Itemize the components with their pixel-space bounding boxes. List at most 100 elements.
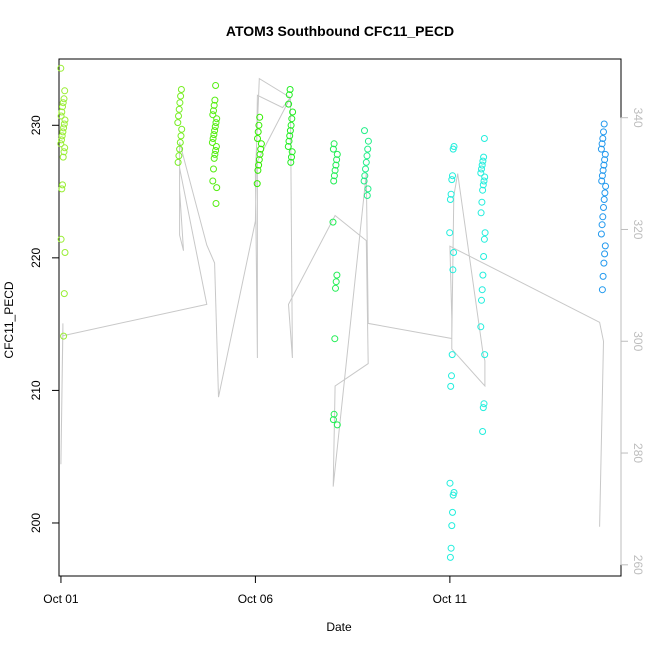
data-point <box>60 290 68 298</box>
data-point <box>447 190 455 198</box>
data-point <box>329 218 337 226</box>
data-point <box>209 135 217 142</box>
data-point <box>447 544 455 552</box>
data-point <box>59 128 67 136</box>
data-point <box>361 172 369 180</box>
data-point <box>288 115 296 123</box>
x-axis-label: Date <box>326 620 352 634</box>
data-point <box>449 491 457 499</box>
data-point <box>257 145 265 153</box>
data-point <box>212 143 220 150</box>
data-point <box>447 382 455 390</box>
data-point <box>212 147 220 154</box>
data-point <box>330 410 338 418</box>
data-point <box>287 121 295 129</box>
data-point <box>597 230 605 238</box>
data-point <box>599 213 607 221</box>
data-point <box>361 127 368 135</box>
data-point <box>362 165 369 173</box>
data-point <box>288 153 295 161</box>
data-point <box>480 177 488 185</box>
x-tick-label: Oct 01 <box>43 592 79 606</box>
data-point <box>599 272 607 280</box>
y2-tick-label: 260 <box>631 555 645 575</box>
data-point <box>210 131 218 139</box>
data-point <box>362 158 370 166</box>
y-tick-label: 210 <box>29 380 43 400</box>
data-point <box>208 139 216 146</box>
data-point <box>176 145 184 153</box>
data-point <box>332 161 340 169</box>
data-point <box>478 198 486 206</box>
data-point <box>287 158 295 166</box>
data-point <box>254 166 262 174</box>
data-point <box>60 120 68 128</box>
data-point <box>175 112 182 120</box>
data-point <box>333 156 341 164</box>
data-point <box>600 120 608 128</box>
data-point <box>255 156 263 164</box>
data-point <box>211 150 219 158</box>
data-point <box>477 323 485 331</box>
data-point <box>450 249 458 256</box>
data-point <box>449 145 457 153</box>
data-point <box>60 95 68 103</box>
data-point <box>600 259 608 267</box>
data-point <box>477 209 485 217</box>
data-point <box>480 253 488 260</box>
data-point <box>479 404 487 412</box>
data-point <box>257 140 265 148</box>
data-point <box>211 123 219 131</box>
data-point <box>599 135 607 142</box>
y2-tick-label: 280 <box>631 443 645 463</box>
data-point <box>601 156 609 164</box>
data-point <box>598 221 606 229</box>
y-axis-label: CFC11_PECD <box>2 281 16 358</box>
data-point <box>449 266 457 274</box>
data-point <box>478 286 486 294</box>
data-point <box>601 250 609 258</box>
data-point <box>59 181 66 189</box>
data-point <box>60 124 68 132</box>
y-axis: 200 210 220 230 <box>29 115 59 533</box>
y2-tick-label: 340 <box>631 108 645 128</box>
data-point <box>213 115 221 123</box>
x-tick-label: Oct 06 <box>238 592 274 606</box>
y-tick-label: 230 <box>29 115 43 135</box>
y-tick-label: 220 <box>29 248 43 268</box>
data-point <box>478 161 486 169</box>
data-point <box>256 150 264 158</box>
data-point <box>211 127 219 135</box>
data-point <box>446 229 454 237</box>
data-point <box>599 166 607 174</box>
plot-frame <box>58 58 622 577</box>
y-tick-label: 200 <box>29 513 43 533</box>
data-point <box>57 112 65 120</box>
data-point <box>600 161 608 169</box>
data-point <box>174 119 182 127</box>
data-point <box>177 132 185 140</box>
data-point <box>61 144 69 152</box>
data-point <box>602 182 610 190</box>
chart-title: ATOM3 Southbound CFC11_PECD <box>226 23 454 39</box>
data-point <box>480 400 488 408</box>
data-point <box>479 186 487 194</box>
data-point <box>481 173 489 181</box>
data-point <box>286 86 294 93</box>
data-point <box>360 177 368 185</box>
x-tick-label: Oct 11 <box>433 592 468 606</box>
data-point <box>330 172 338 180</box>
data-point <box>286 132 294 140</box>
data-point <box>177 86 185 93</box>
data-point <box>363 152 371 160</box>
y2-tick-label: 300 <box>631 331 645 351</box>
x-axis: Oct 01 Oct 06 Oct 11 <box>43 576 467 606</box>
data-point <box>174 158 182 166</box>
data-point <box>175 152 183 160</box>
data-point <box>478 296 485 304</box>
data-point <box>363 192 371 199</box>
data-point <box>289 108 297 116</box>
data-point <box>58 185 66 193</box>
data-point <box>59 103 66 111</box>
data-point <box>255 121 263 129</box>
